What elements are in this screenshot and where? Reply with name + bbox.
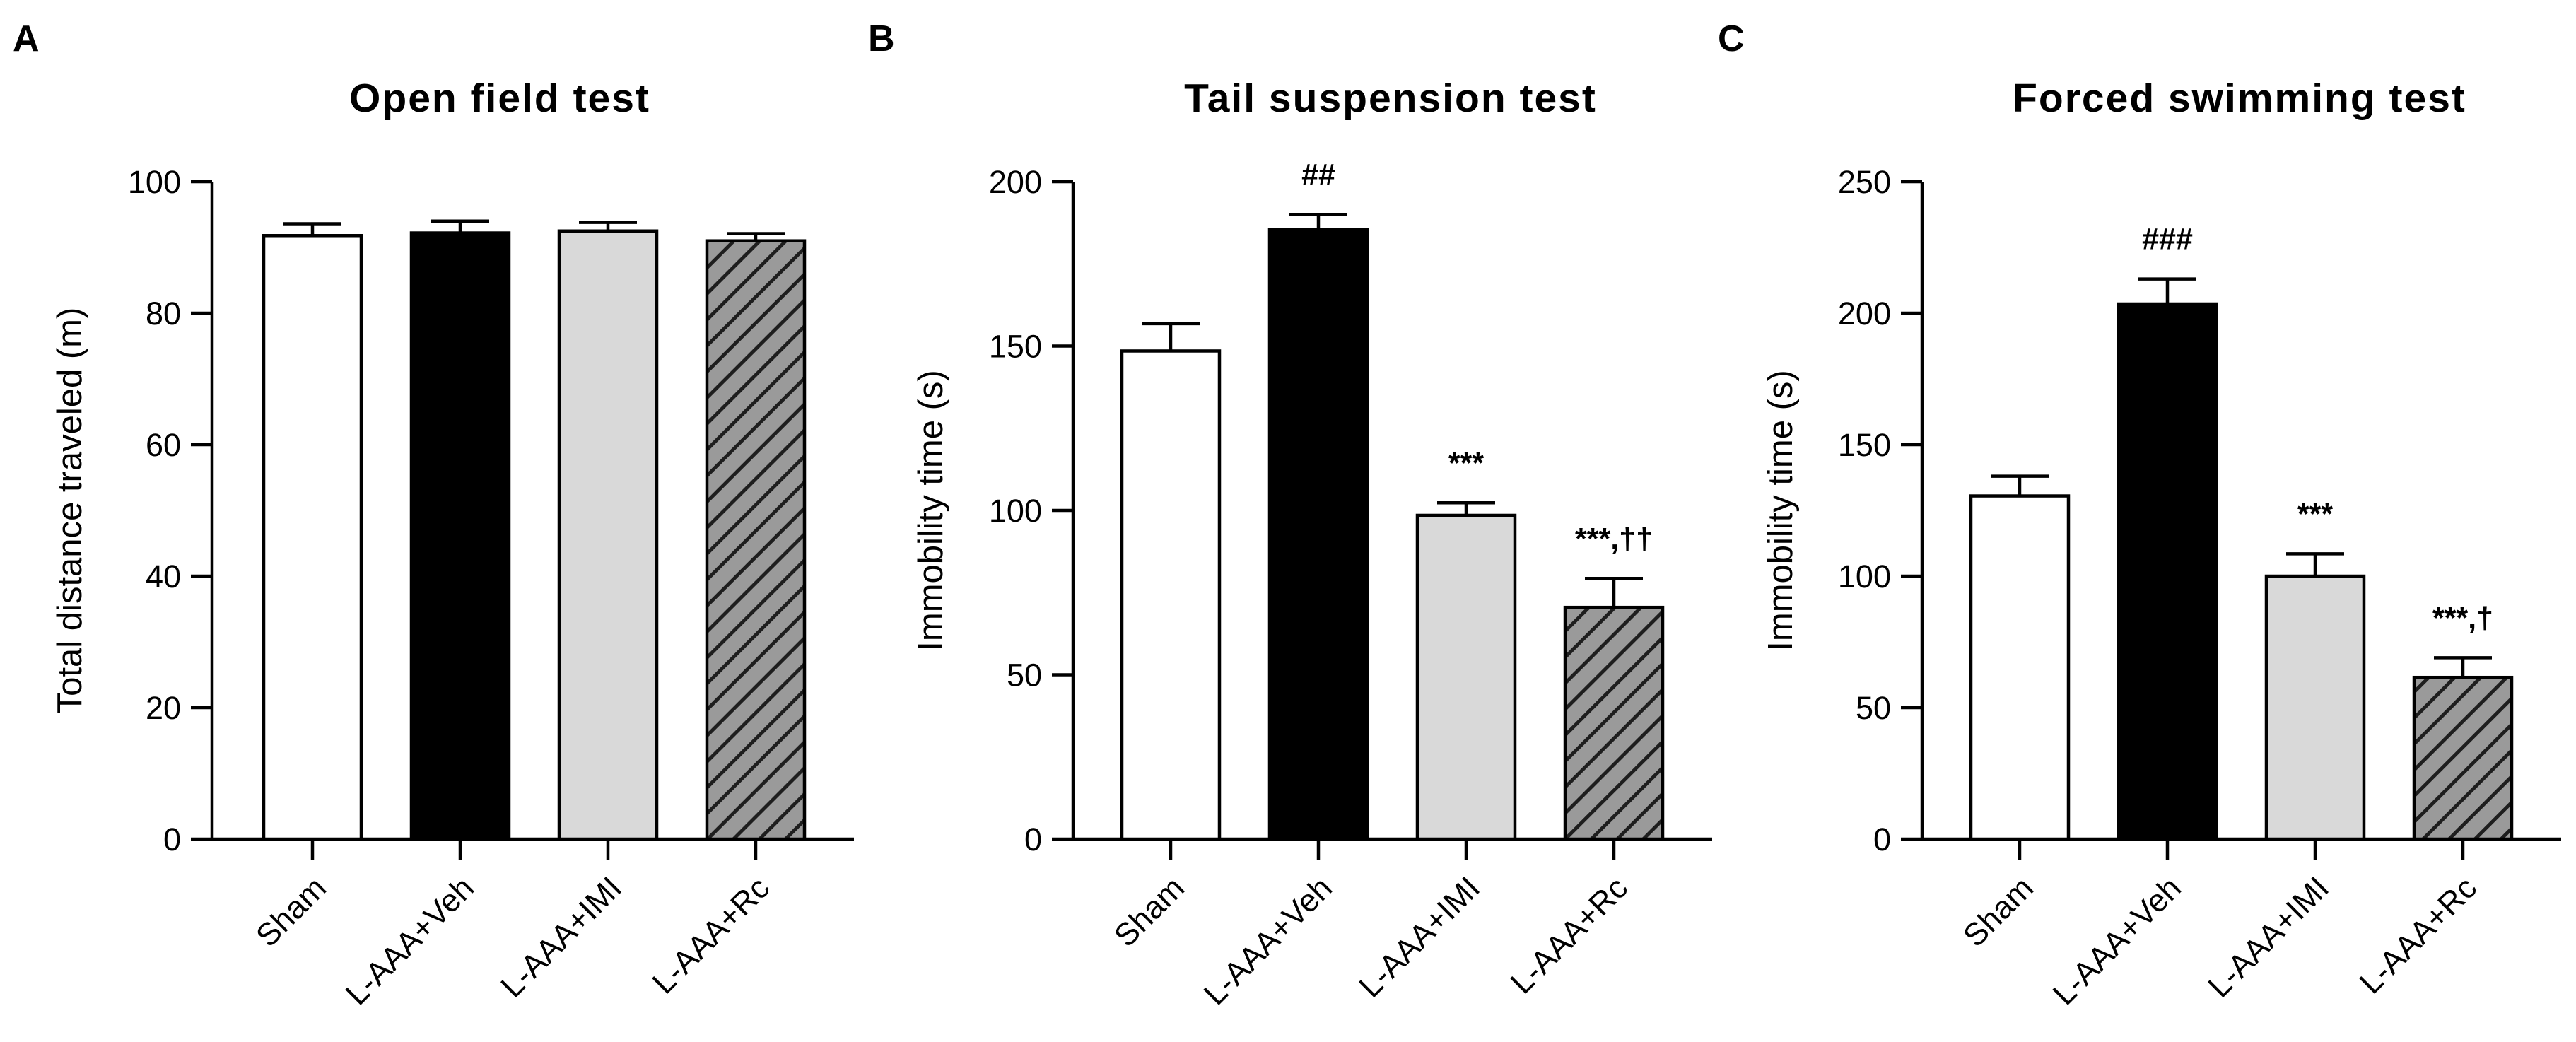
panel-c-y-tick-label: 100 [1838, 558, 1891, 595]
panel-b-letter: B [868, 18, 895, 59]
panel-a-x-tick-label: L-AAA+IMI [493, 870, 628, 1005]
panel-c-x-tick-label: L-AAA+Veh [2046, 870, 2188, 1012]
panel-a-y-tick-label: 80 [146, 295, 181, 332]
panel-c-y-tick-label: 50 [1856, 690, 1891, 726]
panel-c: C Forced swimming test Immobility time (s)… [1718, 18, 2561, 1012]
panel-b-bar [1563, 605, 1665, 841]
panel-b-x-tick-label: L-AAA+IMI [1352, 870, 1487, 1005]
panel-b-y-tick-label: 0 [1024, 821, 1042, 857]
panel-b-y-tick-label: 50 [1007, 657, 1042, 693]
panel-b-x-tick-label: Sham [1107, 870, 1191, 954]
panel-a-bar [409, 231, 511, 841]
panel-a-y-tick-label: 20 [146, 690, 181, 726]
panel-a-bar [262, 234, 363, 841]
panel-a-y-tick-label: 60 [146, 427, 181, 463]
panel-c-bar [1969, 494, 2071, 841]
panel-b-significance-label: ***,†† [1575, 522, 1653, 556]
panel-b-bar [1415, 513, 1517, 841]
panel-c-title: Forced swimming test [2013, 76, 2466, 121]
panel-b-significance-label: ## [1301, 158, 1335, 192]
panel-c-y-tick-label: 150 [1838, 427, 1891, 463]
panel-c-bar [2264, 574, 2366, 841]
panel-a-letter: A [13, 18, 40, 59]
panel-c-y-tick-label: 250 [1838, 164, 1891, 200]
panel-b-y-tick-label: 150 [989, 329, 1042, 365]
panel-b-x-tick-label: L-AAA+Rc [1504, 870, 1635, 1001]
panel-a-bar [705, 239, 807, 841]
panel-c-y-tick-label: 0 [1873, 821, 1891, 857]
panel-a-y-tick-label: 0 [163, 821, 181, 857]
panel-c-significance-label: ***,† [2432, 601, 2493, 635]
panel-a: A Open field test Total distance traveled … [13, 18, 854, 1012]
chart-panels: A Open field test Total distance traveled … [13, 18, 2561, 1012]
panel-a-x-tick-label: L-AAA+Rc [645, 870, 777, 1001]
panel-c-x-tick-label: L-AAA+IMI [2201, 870, 2336, 1005]
panel-b-bar [1267, 228, 1369, 841]
panel-b-y-tick-label: 200 [989, 164, 1042, 200]
panel-c-y-axis-label: Immobility time (s) [1762, 370, 1800, 650]
panel-a-title: Open field test [349, 76, 650, 121]
panel-c-bar [2412, 675, 2514, 841]
panel-b-significance-label: *** [1448, 446, 1484, 480]
panel-a-y-tick-label: 40 [146, 558, 181, 595]
panel-a-y-axis-label: Total distance traveled (m) [51, 308, 89, 714]
panel-a-x-tick-label: L-AAA+Veh [339, 870, 481, 1012]
panel-c-significance-label: *** [2297, 497, 2333, 531]
panel-b-bar [1120, 349, 1222, 841]
panel-b-y-tick-label: 100 [989, 493, 1042, 529]
panel-c-x-tick-label: L-AAA+Rc [2353, 870, 2484, 1001]
panel-c-x-tick-label: Sham [1956, 870, 2040, 954]
panel-b: B Tail suspension test Immobility time (s)… [868, 18, 1712, 1012]
panel-b-title: Tail suspension test [1184, 76, 1597, 121]
panel-a-bar [557, 229, 659, 841]
panel-a-y-tick-label: 100 [128, 164, 181, 200]
panel-c-letter: C [1718, 18, 1745, 59]
panel-a-x-tick-label: Sham [249, 870, 333, 954]
panel-c-bar [2117, 302, 2218, 841]
panel-c-y-tick-label: 200 [1838, 295, 1891, 332]
panel-b-x-tick-label: L-AAA+Veh [1197, 870, 1339, 1012]
panel-b-y-axis-label: Immobility time (s) [912, 370, 950, 650]
panel-c-significance-label: ### [2142, 223, 2193, 257]
